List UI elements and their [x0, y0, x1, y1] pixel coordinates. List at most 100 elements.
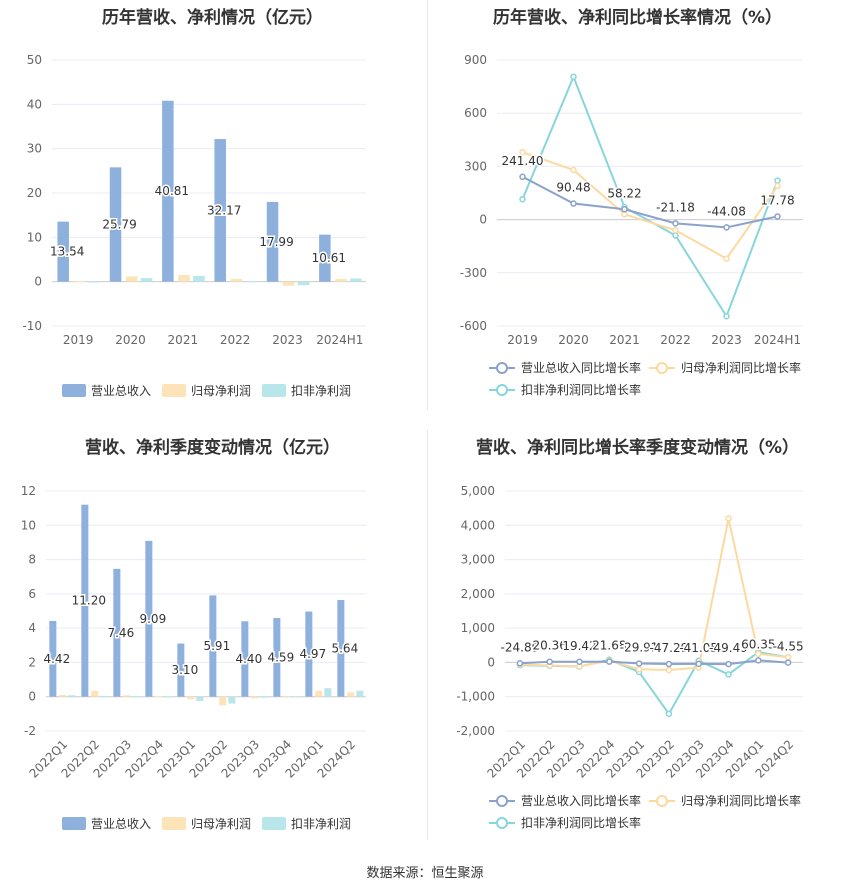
data-point: [755, 650, 762, 658]
y-tick-label: -300: [460, 266, 487, 280]
data-label: 40.81: [155, 184, 189, 198]
x-tick-label: 2022: [660, 333, 691, 347]
legend-swatch: [262, 817, 286, 830]
bar-parent-profit: [187, 696, 195, 700]
quarterly-growth-chart: 5,000 4,000 3,000 2,000 1,000 0 -1,000 -2,000 20…: [456, 484, 805, 830]
data-label: -24.89: [501, 640, 540, 654]
bar-revenue: [266, 201, 279, 282]
legend-swatch: [262, 384, 286, 397]
series-line: [519, 518, 789, 671]
bar-parent-profit: [125, 276, 138, 282]
data-point: [665, 666, 673, 674]
bar-deducted-profit: [356, 690, 364, 697]
data-point: [516, 660, 524, 667]
bar-parent-profit: [59, 695, 67, 697]
bar-revenue: [113, 568, 121, 697]
y-tick-label: -600: [460, 319, 487, 333]
legend-swatch: [162, 384, 186, 397]
legend-marker: [656, 795, 668, 807]
data-label: 17.78: [760, 193, 794, 207]
data-label: 10.61: [312, 251, 346, 265]
data-label: 19.42: [562, 639, 596, 653]
legend-marker: [496, 384, 508, 396]
y-tick-label: 0: [487, 655, 495, 669]
bar-deducted-profit: [350, 278, 362, 282]
data-point: [665, 660, 673, 668]
y-tick-label: 2,000: [461, 587, 495, 601]
y-tick-label: 8: [28, 553, 36, 567]
y-tick-label: -2: [24, 724, 36, 738]
legend-label: 营业总收入: [91, 817, 151, 831]
data-label: 17.99: [259, 235, 293, 249]
bar-revenue: [49, 620, 57, 697]
bar-deducted-profit: [324, 688, 332, 697]
bar-parent-profit: [335, 279, 347, 282]
data-label: -49.49: [709, 641, 748, 655]
data-point: [723, 224, 730, 231]
data-point: [695, 660, 702, 668]
x-tick-label: 2021: [609, 333, 640, 347]
bar-revenue: [273, 618, 281, 697]
bar-parent-profit: [230, 279, 243, 282]
bar-parent-profit: [283, 695, 291, 697]
data-point: [621, 211, 628, 218]
data-point: [672, 220, 679, 227]
bar-parent-profit: [91, 690, 99, 697]
data-point: [755, 657, 762, 664]
data-point: [606, 658, 613, 665]
data-label: 5.91: [203, 639, 230, 653]
bar-deducted-profit: [140, 278, 153, 282]
x-tick-label: 2023: [272, 333, 303, 347]
data-label: 60.35: [741, 637, 775, 651]
bar-deducted-profit: [245, 281, 258, 283]
chart-title: 营收、净利同比增长率季度变动情况（%）: [475, 438, 800, 458]
x-tick-label: 2019: [507, 333, 538, 347]
x-tick-label: 2024H1: [754, 333, 801, 347]
series-line: [522, 175, 778, 229]
bar-revenue: [57, 221, 69, 282]
bar-parent-profit: [219, 696, 227, 706]
data-point: [784, 654, 792, 661]
bar-deducted-profit: [193, 275, 205, 282]
y-tick-label: -10: [22, 319, 42, 333]
quarterly-revenue-profit-chart: 121086420-22022Q12022Q22022Q32022Q42023Q…: [21, 484, 366, 831]
legend-marker: [496, 817, 508, 829]
bar-revenue: [305, 611, 313, 697]
data-point: [774, 213, 781, 220]
bar-deducted-profit: [297, 281, 310, 286]
bar-parent-profit: [155, 696, 163, 698]
data-point: [672, 226, 679, 234]
bar-parent-profit: [315, 690, 323, 697]
legend-label: 营业总收入同比增长率: [521, 360, 641, 375]
y-tick-label: 50: [27, 53, 42, 67]
data-label: -41.05: [679, 641, 718, 655]
x-tick-label: 2024H1: [316, 333, 363, 347]
bar-revenue: [109, 167, 122, 282]
data-point: [576, 658, 583, 666]
data-label: 241.40: [502, 154, 544, 168]
x-tick-label: 2020: [115, 333, 146, 347]
quarterly-revenue-profit-panel: 营收、净利季度变动情况（亿元） 12 10 8 6 4 2 0 -2 2022Q1 2022Q2 2…: [0, 425, 425, 855]
data-point: [723, 312, 730, 320]
chart-title: 历年营收、净利同比增长率情况（%）: [492, 8, 783, 28]
data-point: [570, 73, 577, 81]
data-label: 58.22: [607, 186, 641, 200]
legend-marker: [656, 362, 668, 374]
data-label: 4.42: [43, 652, 70, 666]
data-point: [774, 177, 781, 184]
bar-deducted-profit: [260, 696, 268, 698]
data-label: 11.20: [72, 594, 106, 608]
data-label: 3.10: [171, 663, 198, 677]
data-point: [725, 671, 732, 678]
bar-parent-profit: [123, 695, 131, 697]
data-label: -44.08: [707, 204, 746, 218]
y-tick-label: 0: [479, 213, 487, 227]
x-tick-label: 2019: [63, 333, 94, 347]
bar-deducted-profit: [292, 696, 300, 698]
data-point: [665, 710, 673, 718]
legend-label: 扣非净利润同比增长率: [521, 815, 641, 830]
legend-label: 归母净利润: [191, 384, 251, 398]
bar-parent-profit: [73, 281, 86, 283]
y-tick-label: 6: [28, 587, 36, 601]
legend-label: 扣非净利润同比增长率: [521, 382, 641, 397]
